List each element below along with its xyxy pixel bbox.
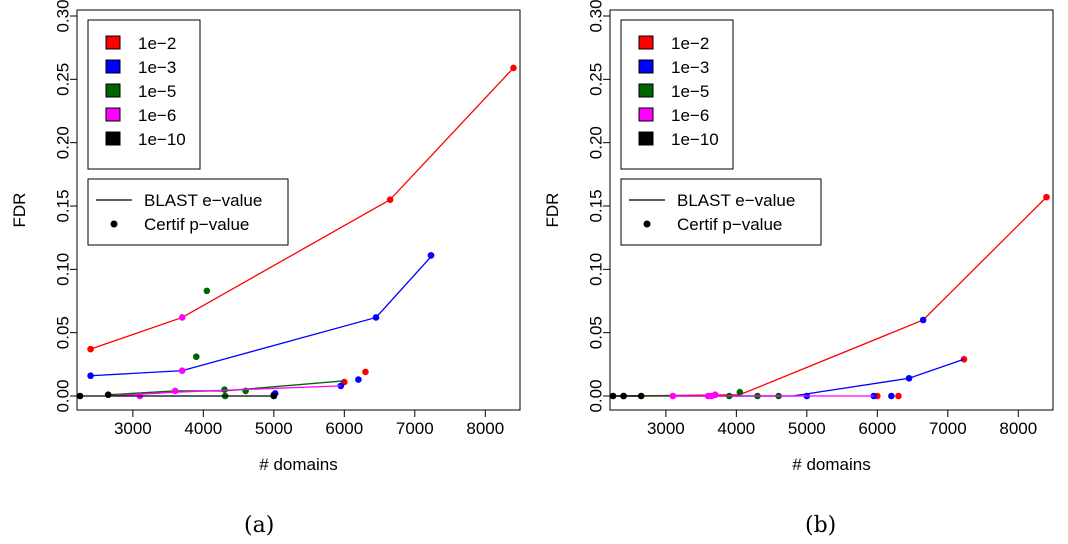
y-tick-label: 0.10 — [54, 253, 73, 286]
x-tick-label: 5000 — [255, 419, 293, 438]
x-tick-label: 7000 — [929, 419, 967, 438]
data-point — [1043, 193, 1050, 201]
legend-label: 1e−6 — [671, 106, 709, 125]
x-tick-label: 4000 — [184, 419, 222, 438]
legend-swatch — [105, 107, 121, 122]
data-point — [620, 392, 627, 400]
y-tick-label: 0.20 — [587, 126, 606, 159]
data-point — [242, 387, 249, 395]
y-tick-label: 0.30 — [587, 0, 606, 33]
legend-label: BLAST e−value — [677, 191, 795, 210]
x-tick-label: 3000 — [114, 419, 152, 438]
legend-label: 1e−3 — [671, 58, 709, 77]
data-point — [362, 368, 369, 376]
legend-methods — [87, 178, 289, 246]
y-tick-label: 0.15 — [54, 189, 73, 222]
data-point — [510, 64, 517, 72]
x-tick-label: 6000 — [858, 419, 896, 438]
legend-label: 1e−10 — [138, 130, 186, 149]
legend-dot-icon — [643, 220, 651, 228]
data-point — [104, 391, 112, 399]
data-point — [736, 388, 744, 396]
x-tick-label: 6000 — [325, 419, 363, 438]
series-line-1e−2 — [90, 67, 514, 350]
panel-caption-a: (a) — [244, 513, 274, 538]
legend-swatch — [638, 107, 654, 122]
legend-label: BLAST e−value — [144, 191, 262, 210]
y-tick-label: 0.00 — [54, 379, 73, 412]
data-point — [895, 392, 902, 400]
x-axis-label: # domains — [792, 455, 870, 474]
y-axis-label: FDR — [543, 193, 562, 228]
legend-label: 1e−10 — [671, 130, 719, 149]
legend-label: 1e−2 — [671, 34, 709, 53]
legend-swatch — [105, 59, 121, 74]
x-tick-label: 8000 — [999, 419, 1037, 438]
y-tick-label: 0.00 — [587, 379, 606, 412]
y-tick-label: 0.30 — [54, 0, 73, 33]
data-point — [87, 345, 94, 353]
x-tick-label: 7000 — [396, 419, 434, 438]
y-axis-label: FDR — [10, 193, 29, 228]
data-point — [76, 392, 84, 400]
data-point — [637, 392, 645, 400]
data-point — [427, 252, 435, 259]
legend-label: Certif p−value — [677, 215, 782, 234]
data-point — [337, 382, 345, 390]
legend-dot-icon — [110, 220, 118, 228]
legend-swatch — [105, 131, 121, 146]
y-tick-label: 0.05 — [587, 316, 606, 349]
y-tick-label: 0.25 — [54, 63, 73, 96]
data-point — [171, 387, 179, 395]
legend-swatch — [638, 83, 654, 98]
panel-caption-b: (b) — [805, 513, 836, 538]
data-point — [192, 353, 200, 361]
x-axis-label: # domains — [259, 455, 337, 474]
x-tick-label: 5000 — [788, 419, 826, 438]
legend-label: 1e−2 — [138, 34, 176, 53]
y-tick-label: 0.10 — [587, 253, 606, 286]
legend-label: 1e−3 — [138, 58, 176, 77]
data-point — [178, 314, 186, 321]
legend-label: Certif p−value — [144, 215, 249, 234]
y-tick-label: 0.05 — [54, 316, 73, 349]
data-point — [203, 287, 211, 295]
x-tick-label: 3000 — [647, 419, 685, 438]
data-point — [919, 316, 927, 324]
data-point — [270, 392, 278, 400]
chart-panel-b: 3000 4000 5000 6000 7000 8000 0.00 0.05 0.10 0.15… — [543, 0, 1054, 474]
y-tick-label: 0.25 — [587, 63, 606, 96]
x-tick-label: 8000 — [466, 419, 504, 438]
legend-label: 1e−6 — [138, 106, 176, 125]
series-line-1e−3 — [90, 256, 432, 377]
data-point — [888, 392, 895, 400]
legend-swatch — [638, 59, 654, 74]
data-point — [669, 392, 677, 400]
legend-label: 1e−5 — [138, 82, 176, 101]
legend-label: 1e−5 — [671, 82, 709, 101]
chart-panel-a: 3000 4000 5000 6000 7000 8000 0.00 0.05 0.10 0.15… — [10, 0, 521, 474]
plot-frame — [76, 9, 521, 411]
data-point — [708, 392, 715, 400]
legend-swatch — [638, 131, 654, 146]
x-tick-label: 4000 — [717, 419, 755, 438]
y-tick-label: 0.15 — [587, 189, 606, 222]
legend-methods — [620, 178, 822, 246]
data-point — [372, 314, 380, 321]
data-point — [178, 367, 186, 374]
legend-swatch — [638, 35, 654, 50]
data-point — [386, 196, 394, 203]
data-point — [87, 372, 94, 380]
plot-frame — [609, 9, 1054, 411]
data-point — [905, 374, 913, 382]
y-tick-label: 0.20 — [54, 126, 73, 159]
data-point — [355, 376, 362, 383]
data-point — [609, 392, 617, 400]
legend-swatch — [105, 35, 121, 50]
legend-swatch — [105, 83, 121, 98]
